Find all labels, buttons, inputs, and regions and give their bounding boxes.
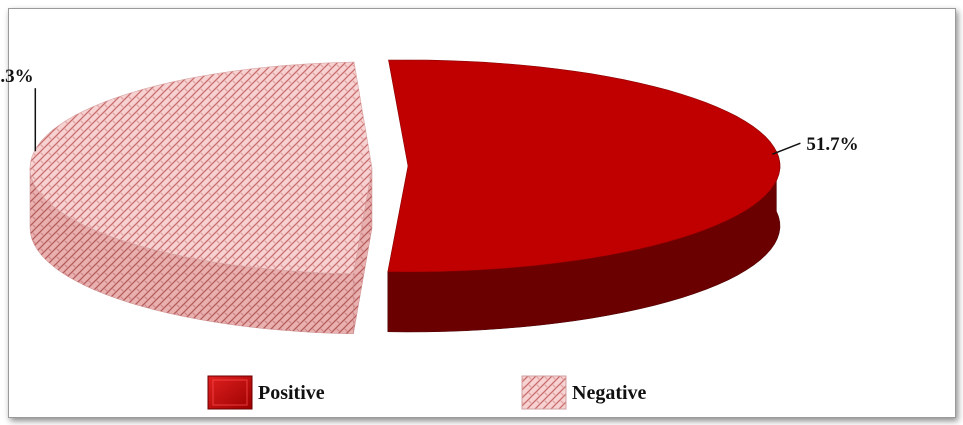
legend-item-negative: Negative <box>521 375 647 410</box>
slice-positive <box>387 59 781 273</box>
data-label-positive: 51.7% <box>806 134 858 155</box>
legend-label-positive: Positive <box>258 382 325 404</box>
legend-label-negative: Negative <box>572 382 647 404</box>
label-leader-positive <box>772 142 801 155</box>
data-label-negative: 48.3% <box>0 66 34 87</box>
legend-swatch-positive <box>207 375 253 410</box>
legend-swatch-negative <box>521 375 567 410</box>
legend-item-positive: Positive <box>207 375 325 410</box>
slice-negative <box>29 61 373 275</box>
